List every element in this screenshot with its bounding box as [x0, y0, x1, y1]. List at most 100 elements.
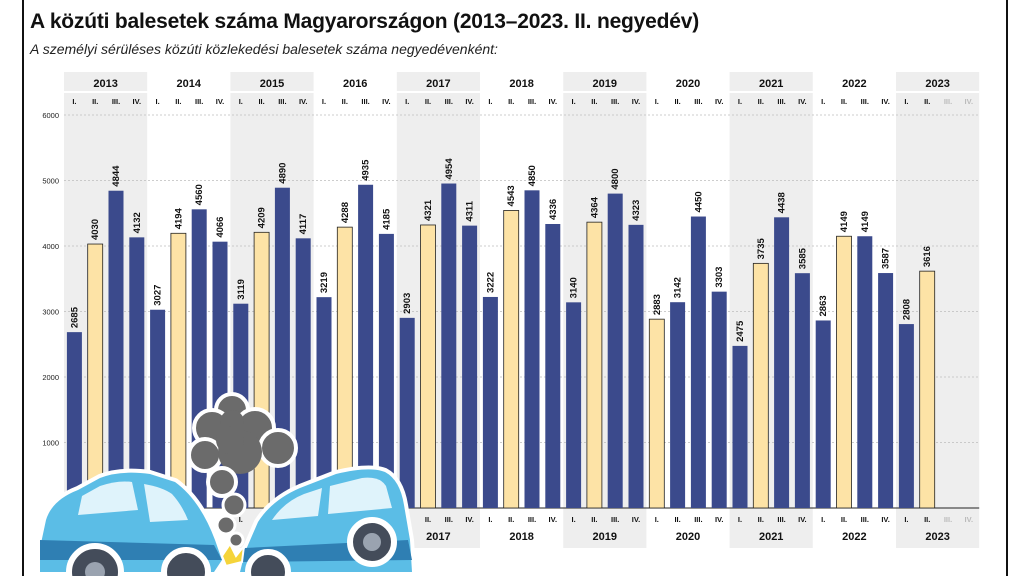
bottom-year-label-2021: 2021 [759, 531, 783, 543]
y-tick-label: 3000 [42, 308, 59, 317]
quarter-label: II. [92, 97, 98, 106]
bottom-axis: I. II. III. IV. I. II. III. IV. I. II. III. IV. I. II… [239, 515, 973, 543]
bar-2014-q2 [170, 232, 187, 509]
bar-2020-q1 [648, 318, 665, 509]
bar-2022-q4 [878, 273, 894, 508]
value-label-2016-q4: 4185 [381, 208, 392, 230]
year-label-2013: 2013 [93, 78, 117, 90]
bar-2022-q3 [857, 236, 873, 509]
quarter-label: III. [361, 97, 369, 106]
bar-2018-q1 [482, 296, 498, 508]
quarter-label: IV. [216, 97, 224, 106]
year-label-2015: 2015 [260, 78, 284, 90]
bottom-quarter-label: IV. [632, 515, 640, 524]
bar-2013-q4 [129, 237, 145, 508]
quarter-label: III. [278, 97, 286, 106]
value-label-2021-q3: 4438 [777, 192, 788, 213]
bar-2018-q2 [503, 210, 520, 509]
value-label-2017-q3: 4954 [444, 158, 455, 180]
bottom-quarter-label: IV. [465, 515, 473, 524]
quarter-label: IV. [715, 97, 723, 106]
value-label-2013-q3: 4844 [111, 165, 122, 187]
bar-2022-q1 [815, 320, 831, 508]
quarter-label: II. [342, 97, 348, 106]
value-label-2013-q1: 2685 [69, 306, 80, 328]
value-label-2022-q4: 3587 [881, 248, 892, 269]
right-frame-line [1006, 0, 1008, 576]
bar-2020-q2 [670, 302, 686, 508]
bottom-quarter-label: I. [488, 515, 492, 524]
value-label-2019-q4: 4323 [631, 200, 642, 221]
bar-2017-q4 [462, 225, 478, 508]
value-label-2013-q4: 4132 [132, 212, 143, 233]
value-label-2014-q3: 4560 [194, 184, 205, 205]
value-label-2014-q4: 4066 [215, 217, 226, 238]
bar-2018-q3 [524, 190, 540, 508]
bar-2023-q2 [919, 270, 936, 509]
bottom-year-label-2017: 2017 [426, 531, 450, 543]
value-label-2021-q2: 3735 [756, 238, 767, 260]
value-label-2016-q2: 4288 [340, 202, 351, 223]
y-tick-label: 6000 [42, 111, 59, 120]
value-label-2020-q4: 3303 [714, 267, 725, 288]
left-car-icon [36, 468, 226, 576]
value-label-2015-q4: 4117 [298, 214, 309, 235]
bar-2016-q3 [358, 184, 374, 508]
bar-2014-q1 [150, 309, 166, 508]
quarter-label: III. [112, 97, 120, 106]
bottom-quarter-label: II. [425, 515, 431, 524]
bottom-quarter-label: III. [528, 515, 536, 524]
value-label-2014-q2: 4194 [173, 207, 184, 229]
quarter-label: III. [777, 97, 785, 106]
value-label-2018-q3: 4850 [527, 165, 538, 186]
year-header: 2013 I. II. III. IV. 2014 I. II. III. IV. 2015 I. II… [64, 78, 980, 106]
bottom-quarter-label: I. [821, 515, 825, 524]
quarter-label: II. [674, 97, 680, 106]
bar-2015-q4 [295, 238, 311, 509]
bottom-quarter-label: III. [694, 515, 702, 524]
bar-2018-q4 [545, 223, 561, 508]
bar-2013-q1 [66, 332, 82, 508]
value-label-2020-q3: 4450 [693, 191, 704, 212]
bar-2020-q3 [690, 216, 706, 508]
year-label-2019: 2019 [593, 78, 617, 90]
quarter-label: IV. [881, 97, 889, 106]
bar-2021-q4 [794, 273, 810, 508]
bottom-year-label-2022: 2022 [842, 531, 866, 543]
bottom-year-label-2023: 2023 [925, 531, 949, 543]
bottom-quarter-label: II. [508, 515, 514, 524]
year-label-2023: 2023 [925, 78, 949, 90]
quarter-label: I. [156, 97, 160, 106]
bar-2016-q1 [316, 297, 332, 508]
value-label-2017-q4: 4311 [465, 200, 476, 221]
quarter-label: I. [488, 97, 492, 106]
value-label-2019-q1: 3140 [569, 277, 580, 298]
year-label-2016: 2016 [343, 78, 367, 90]
bottom-quarter-label: I. [904, 515, 908, 524]
bottom-quarter-label: II. [841, 515, 847, 524]
quarter-label: IV. [465, 97, 473, 106]
bottom-quarter-label: III. [611, 515, 619, 524]
bar-2021-q1 [732, 345, 748, 508]
value-label-2016-q1: 3219 [319, 272, 330, 293]
bar-2022-q2 [836, 235, 852, 509]
quarter-label: I. [738, 97, 742, 106]
year-label-2022: 2022 [842, 78, 866, 90]
value-label-2019-q2: 4364 [589, 196, 600, 218]
bar-2015-q3 [274, 187, 290, 508]
bottom-quarter-label: II. [591, 515, 597, 524]
right-car-icon [236, 465, 416, 576]
quarter-label: II. [841, 97, 847, 106]
value-label-2017-q2: 4321 [423, 199, 434, 221]
page-title: A közúti balesetek száma Magyarországon … [30, 10, 700, 33]
bottom-quarter-label: III. [861, 515, 869, 524]
quarter-label: IV. [133, 97, 141, 106]
bar-2013-q3 [108, 190, 124, 508]
quarter-label: III. [694, 97, 702, 106]
value-label-2018-q4: 4336 [548, 199, 559, 220]
quarter-label: II. [425, 97, 431, 106]
y-tick-label: 5000 [42, 177, 59, 186]
value-label-2022-q1: 2863 [818, 295, 829, 316]
quarter-label: IV. [965, 97, 973, 106]
bar-2013-q2 [87, 243, 104, 509]
